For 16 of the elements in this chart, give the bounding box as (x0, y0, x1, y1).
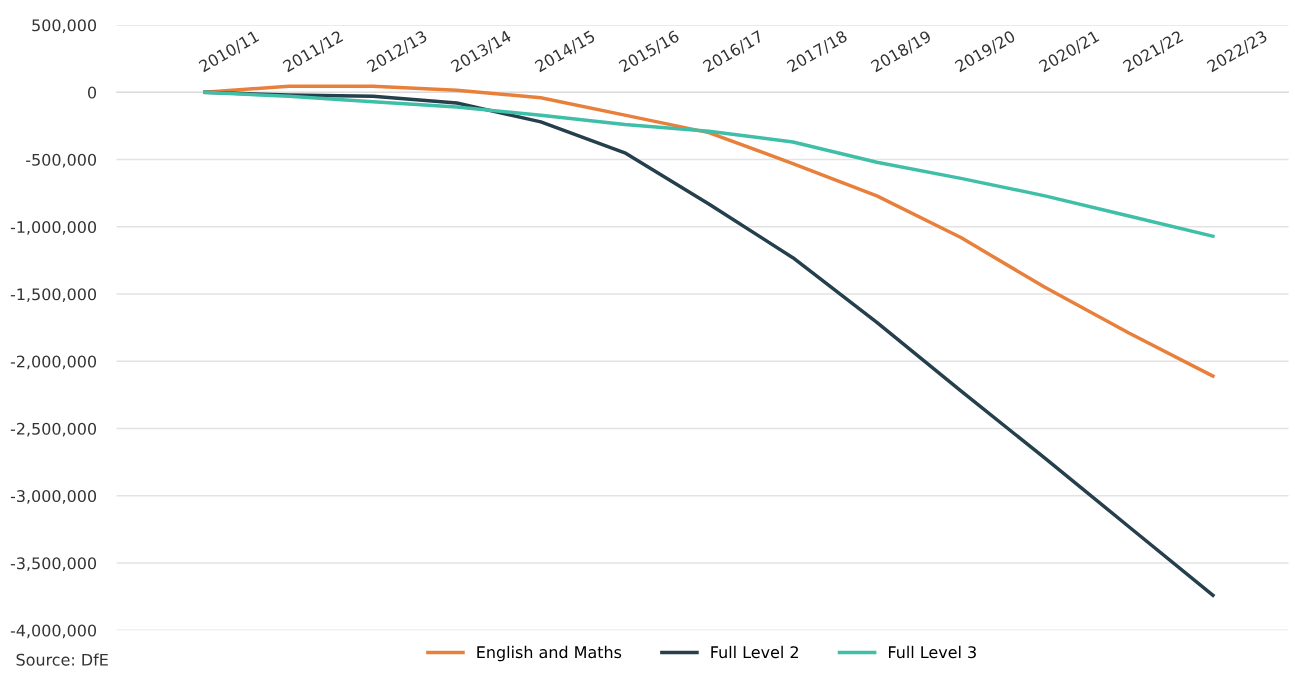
legend-label: Full Level 3 (888, 645, 976, 659)
line-series (203, 90, 1215, 238)
source-note: Source: DfE (16, 653, 108, 666)
y-tick-label: -500,000 (26, 153, 97, 168)
y-tick-label: -3,000,000 (10, 490, 97, 504)
y-tick-label: -2,000,000 (10, 355, 97, 370)
y-tick-label: -3,500,000 (10, 557, 97, 571)
legend-label: Full Level 2 (711, 645, 798, 659)
y-tick-label: -2,500,000 (10, 422, 97, 437)
line-series (203, 84, 1215, 378)
y-tick-label: 500,000 (32, 19, 97, 33)
y-tick-label: 0 (88, 86, 97, 99)
y-tick-label: -4,000,000 (10, 624, 97, 639)
legend-label: English and Maths (477, 645, 622, 662)
y-tick-label: -1,500,000 (10, 288, 97, 302)
y-tick-label: -1,000,000 (10, 221, 97, 235)
